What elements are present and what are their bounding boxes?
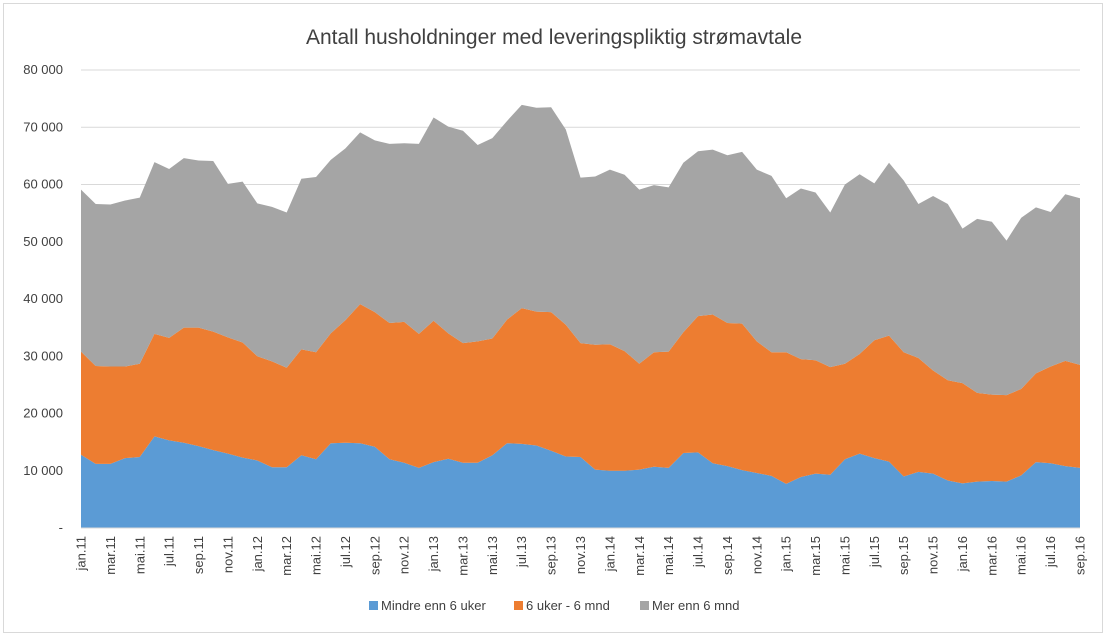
x-tick-label: mar.13 (455, 536, 470, 576)
x-tick-label: mar.16 (984, 536, 999, 576)
series-area (81, 304, 1080, 484)
x-tick-label: sep.12 (367, 536, 382, 575)
x-tick-label: mai.13 (485, 536, 500, 575)
y-tick-label: 40 000 (23, 291, 63, 306)
x-tick-label: jan.16 (955, 536, 970, 572)
x-tick-label: jul.16 (1043, 536, 1058, 568)
x-tick-label: jan.11 (74, 536, 89, 571)
x-tick-label: nov.14 (749, 536, 764, 574)
legend-label: 6 uker - 6 mnd (526, 598, 610, 613)
x-tick-label: nov.12 (397, 536, 412, 574)
y-tick-label: 80 000 (23, 62, 63, 77)
series-areas (81, 104, 1080, 528)
x-tick-label: sep.14 (720, 536, 735, 575)
x-tick-label: nov.11 (220, 536, 235, 573)
x-tick-label: jan.12 (250, 536, 265, 572)
x-tick-label: mai.15 (837, 536, 852, 575)
series-area (81, 436, 1080, 528)
x-tick-label: jul.13 (514, 536, 529, 568)
x-tick-label: mai.16 (1014, 536, 1029, 575)
x-tick-label: nov.15 (926, 536, 941, 574)
x-tick-label: sep.13 (544, 536, 559, 575)
x-axis: jan.11 mar.11 mai.11 jul.11 sep.11 nov.11 jan.… (74, 527, 1088, 576)
y-tick-label: 50 000 (23, 234, 63, 249)
series-area (81, 104, 1080, 396)
x-tick-label: sep.11 (191, 536, 206, 574)
legend-swatch (514, 601, 523, 610)
legend-swatch (640, 601, 649, 610)
x-tick-label: sep.15 (896, 536, 911, 575)
chart-title: Antall husholdninger med leveringsplikti… (306, 26, 802, 49)
y-axis: - 10 000 20 000 30 000 40 000 50 000 60 000 70 … (23, 62, 63, 535)
x-tick-label: jan.13 (426, 536, 441, 572)
x-tick-label: jan.14 (602, 536, 617, 572)
y-tick-label: - (59, 520, 63, 535)
legend: Mindre enn 6 uker 6 uker - 6 mnd Mer enn 6… (369, 598, 739, 613)
legend-label: Mindre enn 6 uker (381, 598, 486, 613)
x-tick-label: jan.15 (779, 536, 794, 572)
x-tick-label: mar.11 (103, 536, 118, 575)
y-tick-label: 30 000 (23, 348, 63, 363)
x-tick-label: mar.12 (279, 536, 294, 576)
legend-label: Mer enn 6 mnd (652, 598, 739, 613)
y-tick-label: 70 000 (23, 119, 63, 134)
x-tick-label: jul.14 (691, 536, 706, 568)
x-tick-label: jul.12 (338, 536, 353, 568)
x-tick-label: mar.15 (808, 536, 823, 576)
x-tick-label: mai.12 (309, 536, 324, 575)
x-tick-label: sep.16 (1073, 536, 1088, 575)
x-tick-label: mai.14 (661, 536, 676, 575)
legend-swatch (369, 601, 378, 610)
x-tick-label: nov.13 (573, 536, 588, 574)
x-tick-label: jul.15 (867, 536, 882, 568)
x-tick-label: mai.11 (132, 536, 147, 574)
x-tick-label: jul.11 (162, 536, 177, 567)
y-tick-label: 10 000 (23, 463, 63, 478)
x-tick-label: mar.14 (632, 536, 647, 576)
y-tick-label: 20 000 (23, 406, 63, 421)
y-tick-label: 60 000 (23, 177, 63, 192)
